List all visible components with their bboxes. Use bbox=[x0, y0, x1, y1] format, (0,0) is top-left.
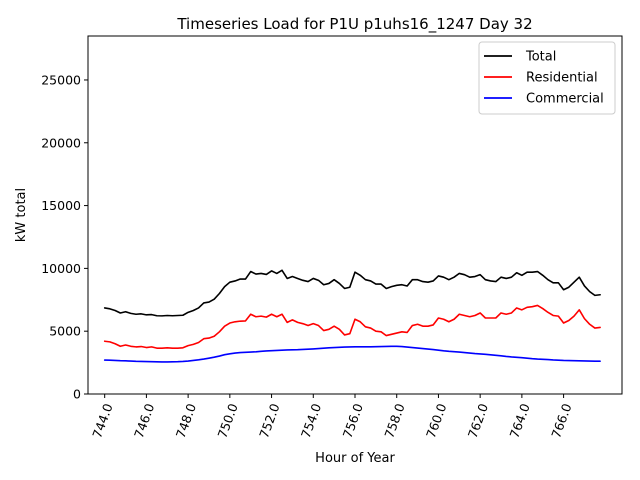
y-axis-label: kW total bbox=[14, 188, 29, 242]
legend-label-commercial: Commercial bbox=[526, 92, 604, 107]
chart-title: Timeseries Load for P1U p1uhs16_1247 Day… bbox=[176, 15, 532, 34]
legend: Total Residential Commercial bbox=[478, 41, 616, 115]
x-axis-label: Hour of Year bbox=[315, 451, 395, 466]
y-tick-label: 20000 bbox=[41, 135, 81, 150]
legend-label-total: Total bbox=[525, 50, 556, 65]
y-tick-label: 15000 bbox=[41, 198, 81, 213]
series-line-residential bbox=[103, 304, 601, 349]
series-lines bbox=[103, 269, 601, 363]
y-tick-label: 0 bbox=[73, 387, 81, 402]
y-tick-label: 10000 bbox=[41, 261, 81, 276]
series-line-total bbox=[103, 269, 601, 317]
y-axis-ticks: 0 5000 10000 15000 20000 25000 bbox=[41, 72, 88, 402]
y-tick-label: 5000 bbox=[49, 324, 81, 339]
legend-label-residential: Residential bbox=[526, 71, 598, 86]
series-line-commercial bbox=[103, 345, 601, 363]
legend-box bbox=[478, 41, 616, 115]
y-tick-label: 25000 bbox=[41, 72, 81, 87]
